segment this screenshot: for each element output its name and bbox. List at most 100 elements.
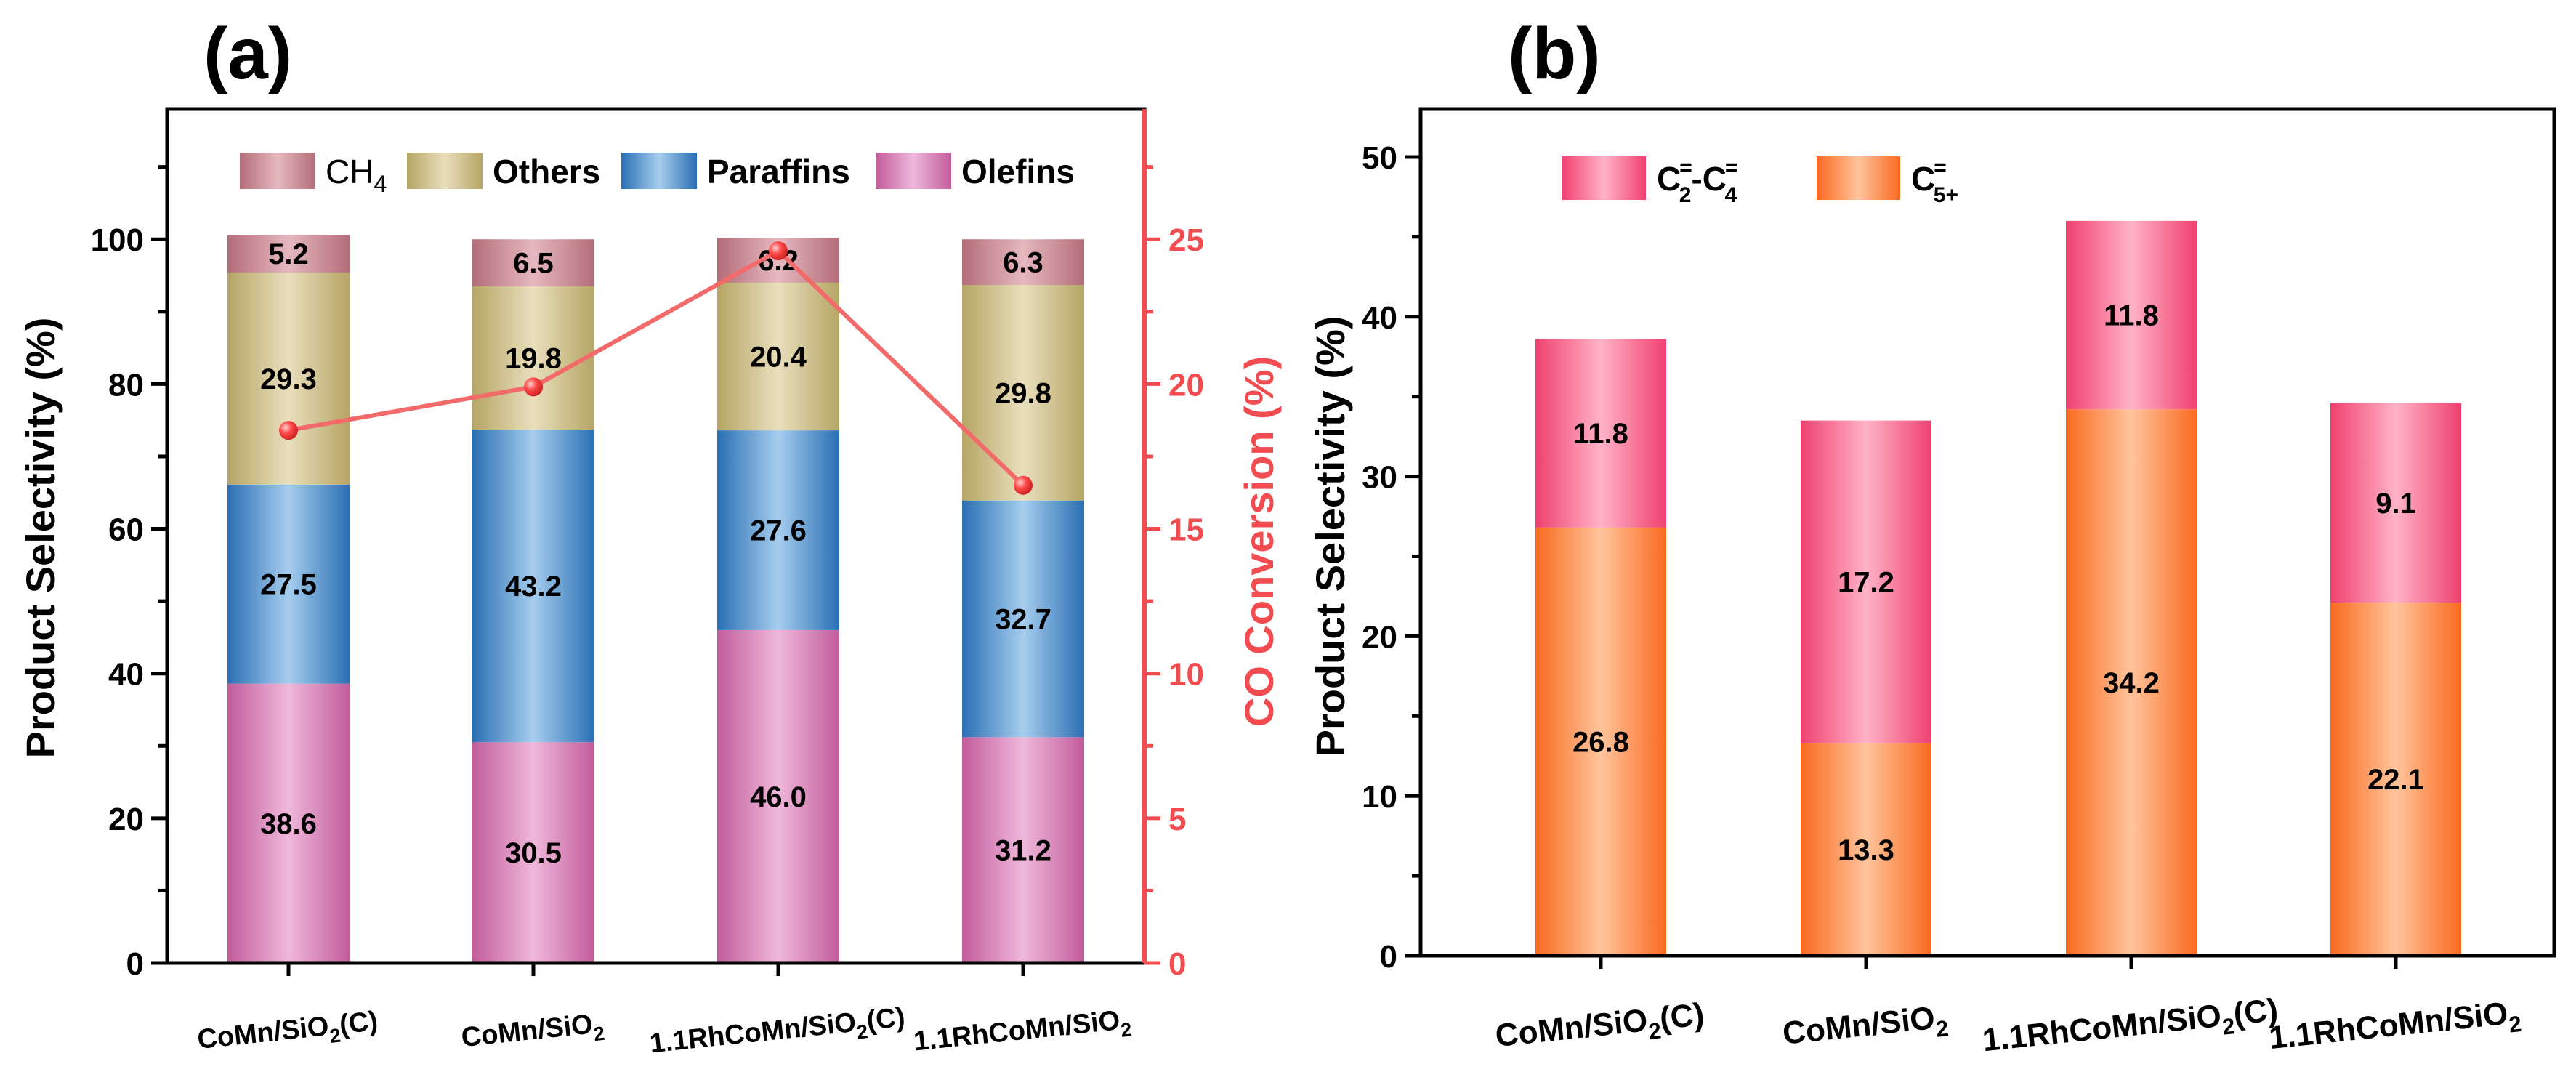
panel-a-conversion-line xyxy=(279,241,1033,495)
bar-paraffins-4 xyxy=(962,500,1084,738)
bar-ch4-2 xyxy=(472,239,594,286)
data-label-paraffins-3: 27.6 xyxy=(750,515,807,547)
bar-olefins-3 xyxy=(717,629,839,963)
panel-a-y2-ticks: 0 5 10 15 20 25 xyxy=(1144,165,1204,982)
b-y-tick-label-0: 0 xyxy=(1380,939,1397,975)
bar-others-4 xyxy=(962,284,1084,501)
data-label-olefins-1: 38.6 xyxy=(260,808,317,840)
bar-c2-c4-4 xyxy=(2330,403,2461,603)
x-tick-label-1: CoMn/SiO2(C) xyxy=(196,1006,380,1061)
legend-label-olefins: Olefins xyxy=(961,153,1075,190)
b-y-tick-label-20: 20 xyxy=(1362,619,1397,655)
panel-b-bars xyxy=(1535,220,2461,956)
data-label-olefins-4: 31.2 xyxy=(995,835,1051,867)
y2-tick-label-20: 20 xyxy=(1168,367,1204,403)
conversion-line xyxy=(288,248,1025,487)
data-label-c2-c4-1: 11.8 xyxy=(1573,418,1628,450)
bar-olefins-2 xyxy=(472,742,594,963)
y-tick-label-100: 100 xyxy=(91,222,144,258)
bar-c5-2 xyxy=(1801,743,1931,956)
b-y-tick-label-50: 50 xyxy=(1362,140,1397,176)
legend-label-ch4: CH4 xyxy=(326,153,387,197)
legend-label-c2-c4: C= 2-C= 4 xyxy=(1657,156,1738,207)
data-label-c5-2: 13.3 xyxy=(1838,834,1894,866)
bar-c5-3 xyxy=(2066,409,2197,956)
x-tick-label-4: 1.1RhCoMn/SiO2 xyxy=(912,1004,1133,1063)
x-tick-label-4: 1.1RhCoMn/SiO2 xyxy=(2267,994,2522,1063)
y-tick-label-60: 60 xyxy=(108,512,144,548)
panel-b-legend: C= 2-C= 4 C= 5+ xyxy=(1562,156,1958,207)
bar-c2-c4-2 xyxy=(1801,420,1931,743)
y-tick-label-20: 20 xyxy=(108,802,144,837)
x-tick-label-3: 1.1RhCoMn/SiO2(C) xyxy=(648,1002,907,1065)
panel-b-plot-frame xyxy=(1418,107,2556,958)
x-tick-label-3: 1.1RhCoMn/SiO2(C) xyxy=(1981,992,2280,1065)
bar-c2-c4-3 xyxy=(2066,220,2197,410)
data-label-paraffins-2: 43.2 xyxy=(505,571,562,603)
data-label-others-1: 29.3 xyxy=(260,363,317,395)
panel-a-y2-axis-title: CO Conversion (%) xyxy=(1236,356,1282,727)
data-label-c2-c4-3: 11.8 xyxy=(2104,300,2159,332)
b-y-tick-label-10: 10 xyxy=(1362,779,1397,815)
data-label-c5-4: 22.1 xyxy=(2367,764,2424,796)
data-label-olefins-2: 30.5 xyxy=(505,837,562,869)
data-label-others-3: 20.4 xyxy=(750,342,807,374)
bar-paraffins-3 xyxy=(717,430,839,630)
panel-b-label: (b) xyxy=(1508,13,1601,94)
legend-swatch-c5 xyxy=(1817,156,1900,200)
panel-b-data-labels: 26.8 11.8 13.3 17.2 34.2 11.8 22.1 9.1 xyxy=(1572,300,2424,866)
bar-others-2 xyxy=(472,286,594,430)
bar-c5-1 xyxy=(1535,527,1666,956)
x-tick-label-2: CoMn/SiO2 xyxy=(1781,999,1950,1057)
conversion-point-3 xyxy=(769,241,788,261)
conversion-point-2 xyxy=(524,377,543,397)
data-label-olefins-3: 46.0 xyxy=(750,781,807,813)
bar-ch4-4 xyxy=(962,239,1084,285)
bar-paraffins-1 xyxy=(227,484,350,684)
bar-others-1 xyxy=(227,273,350,485)
data-label-c5-1: 26.8 xyxy=(1572,726,1629,758)
panel-b: (b) 26.8 11.8 13.3 17.2 34.2 11.8 22.1 9.1 0 10 2… xyxy=(1307,13,2556,1065)
legend-swatch-olefins xyxy=(876,153,951,189)
data-label-ch4-4: 6.3 xyxy=(1003,247,1043,279)
legend-swatch-paraffins xyxy=(621,153,697,189)
panel-a-y-ticks: 0 20 40 60 80 100 xyxy=(91,165,167,982)
data-label-others-2: 19.8 xyxy=(505,343,562,375)
y2-tick-label-5: 5 xyxy=(1168,802,1186,837)
b-y-tick-label-40: 40 xyxy=(1362,300,1397,336)
bar-others-3 xyxy=(717,282,839,431)
legend-label-c5: C= 5+ xyxy=(1911,156,1958,207)
panel-b-y-axis-title: Product Selectivity (%) xyxy=(1307,316,1353,757)
b-y-tick-label-30: 30 xyxy=(1362,460,1397,496)
y-tick-label-80: 80 xyxy=(108,367,144,403)
data-label-paraffins-1: 27.5 xyxy=(260,569,317,601)
y2-tick-label-0: 0 xyxy=(1168,946,1186,982)
panel-a-x-ticks: CoMn/SiO2(C) CoMn/SiO2 1.1RhCoMn/SiO2(C) 1.… xyxy=(196,963,1133,1065)
panel-a-bars xyxy=(227,235,1084,963)
legend-swatch-others xyxy=(407,153,483,189)
panel-a-label: (a) xyxy=(203,13,292,94)
data-label-ch4-1: 5.2 xyxy=(268,238,309,270)
panel-b-x-ticks: CoMn/SiO2(C) CoMn/SiO2 1.1RhCoMn/SiO2(C)1.… xyxy=(1493,956,2523,1065)
y2-tick-label-10: 10 xyxy=(1168,657,1204,693)
y-tick-label-40: 40 xyxy=(108,657,144,693)
bar-olefins-4 xyxy=(962,737,1084,963)
bar-c5-4 xyxy=(2330,603,2461,956)
panel-a-y-axis-title: Product Selectivity (%) xyxy=(17,318,63,759)
panel-a-data-labels: 38.6 27.5 29.3 5.2 30.5 43.2 19.8 6.5 46.0 27.6 20… xyxy=(260,238,1051,869)
data-label-c2-c4-2: 17.2 xyxy=(1838,567,1894,599)
data-label-c2-c4-4: 9.1 xyxy=(2375,488,2416,520)
y2-tick-label-15: 15 xyxy=(1168,512,1204,548)
panel-b-y-ticks: 0 10 20 30 40 50 xyxy=(1362,140,1421,975)
y2-tick-label-25: 25 xyxy=(1168,222,1204,258)
legend-swatch-c2-c4 xyxy=(1562,156,1646,200)
legend-label-others: Others xyxy=(493,153,600,190)
conversion-point-1 xyxy=(279,421,298,440)
legend-swatch-ch4 xyxy=(240,153,315,189)
bar-c2-c4-1 xyxy=(1535,339,1666,528)
data-label-c5-3: 34.2 xyxy=(2103,667,2160,699)
bar-paraffins-2 xyxy=(472,430,594,743)
x-tick-label-2: CoMn/SiO2 xyxy=(460,1008,606,1059)
panel-a-legend: CH4 Others Paraffins Olefins xyxy=(240,153,1075,197)
